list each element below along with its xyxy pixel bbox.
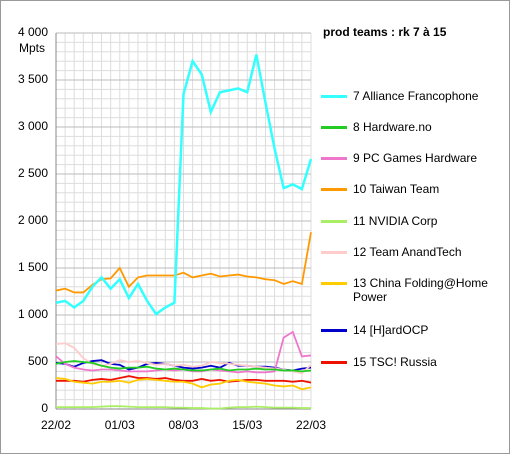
- legend-label: 8 Hardware.no: [353, 120, 432, 134]
- legend-item: 7 Alliance Francophone: [321, 89, 506, 103]
- y-tick-label: 3 000: [18, 119, 48, 133]
- series-line: [56, 405, 311, 410]
- legend-swatch: [321, 220, 347, 223]
- y-tick-label: 1 500: [18, 260, 48, 274]
- legend-item: 8 Hardware.no: [321, 120, 506, 134]
- y-tick-label: 2 500: [18, 166, 48, 180]
- y-tick-label: 4 000: [18, 25, 48, 39]
- series-line: [56, 375, 312, 384]
- legend-label: 9 PC Games Hardware: [353, 151, 478, 165]
- legend-label: 10 Taiwan Team: [353, 182, 440, 196]
- x-tick-label: 08/03: [168, 418, 198, 432]
- series-line: [55, 54, 313, 316]
- series-line: [55, 359, 312, 372]
- legend-item: 9 PC Games Hardware: [321, 151, 506, 165]
- series-line: [55, 377, 312, 391]
- y-tick-label: 1 000: [18, 307, 48, 321]
- legend-swatch: [321, 126, 347, 129]
- legend-label: 14 [H]ardOCP: [353, 323, 429, 337]
- legend-item: 10 Taiwan Team: [321, 182, 506, 196]
- legend-item: 11 NVIDIA Corp: [321, 214, 506, 228]
- y-tick-label: 2 000: [18, 213, 48, 227]
- legend-item: 15 TSC! Russia: [321, 355, 506, 369]
- legend-swatch: [321, 251, 347, 254]
- x-tick-label: 22/02: [41, 418, 71, 432]
- legend-label: 12 Team AnandTech: [353, 245, 462, 259]
- legend-swatch: [321, 157, 347, 160]
- legend-swatch: [321, 188, 347, 191]
- legend-swatch: [321, 329, 347, 332]
- legend-label: 13 China Folding@Home Power: [353, 276, 488, 304]
- y-tick-label: 0: [41, 401, 48, 415]
- legend-swatch: [321, 95, 347, 98]
- y-axis-label: Mpts: [19, 41, 45, 55]
- y-tick-label: 500: [28, 354, 48, 368]
- x-tick-label: 15/03: [232, 418, 262, 432]
- legend-item: 12 Team AnandTech: [321, 245, 506, 259]
- legend-label: 7 Alliance Francophone: [353, 89, 479, 103]
- legend-swatch: [321, 282, 347, 285]
- legend-item: 14 [H]ardOCP: [321, 323, 506, 337]
- chart-title: prod teams : rk 7 à 15: [323, 25, 447, 39]
- legend-label: 11 NVIDIA Corp: [353, 214, 438, 228]
- y-tick-label: 3 500: [18, 72, 48, 86]
- legend-label: 15 TSC! Russia: [353, 355, 437, 369]
- legend-swatch: [321, 361, 347, 364]
- x-tick-label: 01/03: [105, 418, 135, 432]
- legend-item: 13 China Folding@Home Power: [321, 276, 506, 304]
- series-line: [55, 360, 312, 373]
- x-tick-label: 22/03: [296, 418, 326, 432]
